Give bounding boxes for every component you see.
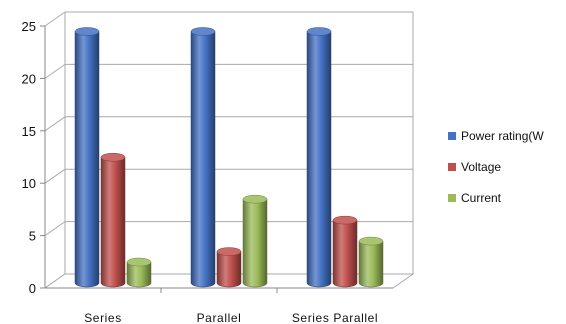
gridline-side (44, 11, 66, 27)
bar-voltage-series-top (100, 152, 126, 162)
gridline-side (44, 63, 66, 79)
bar-current-series-parallel (358, 240, 384, 288)
legend-swatch-current (448, 193, 456, 202)
x-tick-label: Series (84, 311, 122, 324)
legend-swatch-power (448, 131, 456, 140)
bar-current-series (126, 261, 152, 288)
x-tick-label: Series Parallel (292, 311, 378, 324)
gridline-side (44, 168, 66, 184)
legend: Power rating(W Voltage Current (448, 128, 566, 221)
legend-label-power: Power rating(W (461, 128, 544, 143)
bar-power-rating-w-series-parallel (306, 31, 332, 288)
bar-voltage-series (100, 156, 126, 288)
bar-voltage-series-parallel-top (332, 215, 358, 225)
legend-label-voltage: Voltage (461, 159, 502, 174)
bar-current-parallel (242, 198, 268, 288)
gridline-side (44, 221, 66, 237)
y-tick-label: 20 (22, 71, 36, 86)
bar-current-series-parallel-top (358, 236, 384, 246)
bar-voltage-series-parallel (332, 219, 358, 288)
gridline-side (44, 116, 66, 132)
legend-swatch-voltage (448, 162, 456, 171)
legend-item-current: Current (448, 190, 566, 205)
bar-power-rating-w-parallel (190, 31, 216, 288)
bar-power-rating-w-series-top (74, 27, 100, 36)
y-tick-label: 0 (29, 281, 36, 296)
bar-voltage-parallel-top (216, 247, 242, 256)
y-tick-label: 10 (22, 176, 36, 191)
bar-current-parallel-top (242, 194, 268, 204)
legend-label-current: Current (461, 190, 502, 205)
legend-item-voltage: Voltage (448, 159, 566, 174)
legend-item-power: Power rating(W (448, 128, 566, 143)
bar-voltage-parallel (216, 251, 242, 288)
x-tick-label: Parallel (197, 311, 242, 324)
y-tick-label: 5 (29, 229, 36, 244)
bar-current-series-top (126, 257, 152, 267)
bar-power-rating-w-parallel-top (190, 27, 216, 36)
bar-power-rating-w-series (74, 31, 100, 288)
y-tick-label: 15 (22, 124, 36, 139)
y-tick-label: 25 (22, 19, 36, 34)
bar-power-rating-w-series-parallel-top (306, 27, 332, 36)
